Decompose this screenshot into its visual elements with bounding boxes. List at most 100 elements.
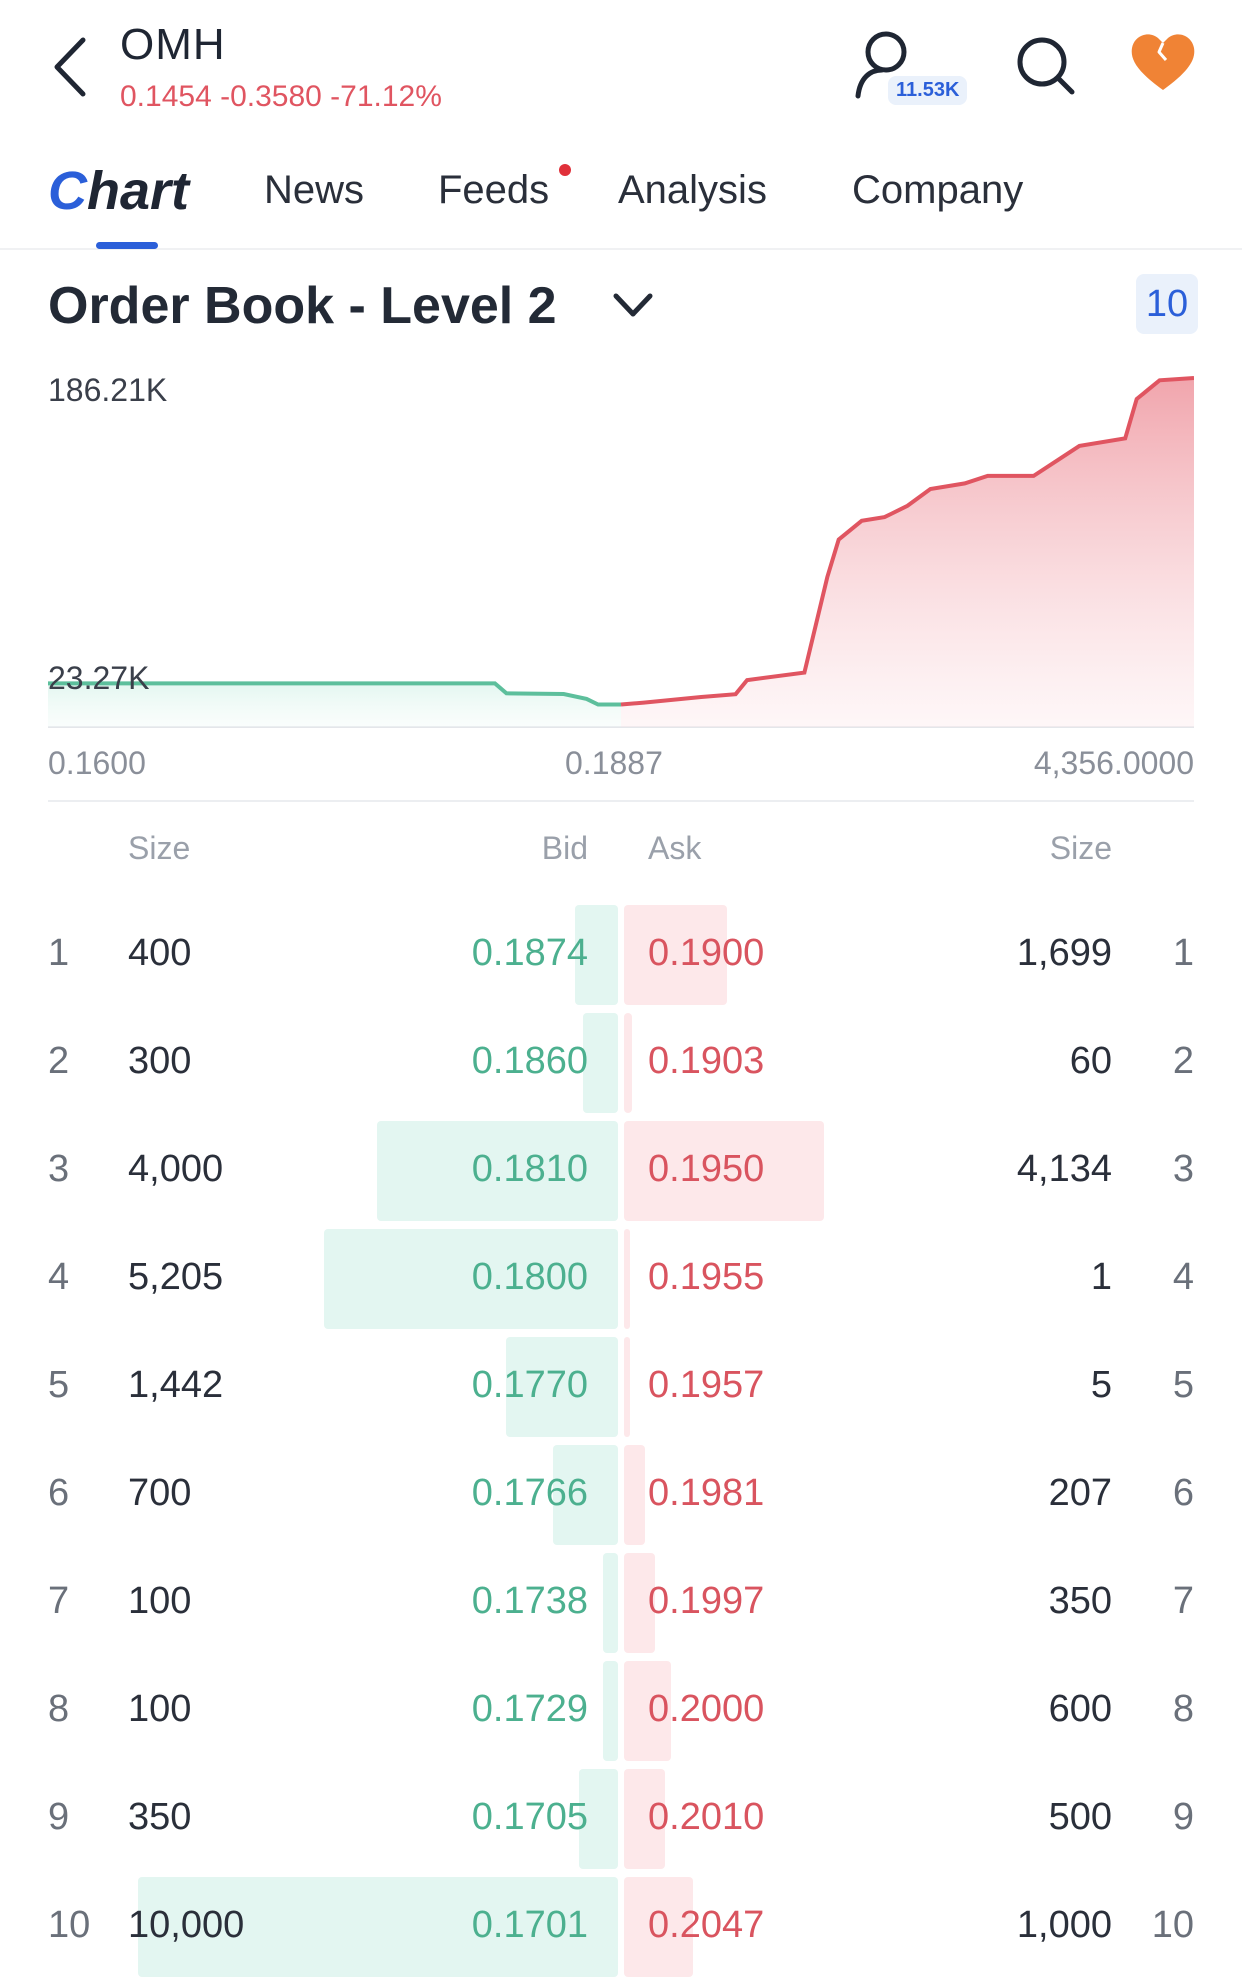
ask-size: 60 [1069, 1040, 1112, 1082]
bid-price[interactable]: 0.1800 [471, 1256, 588, 1298]
tab-chart[interactable]: Chart [48, 160, 189, 222]
ask-price[interactable]: 0.2000 [648, 1688, 765, 1730]
favorite-button[interactable] [1128, 30, 1204, 100]
tab-analysis[interactable]: Analysis [618, 168, 767, 212]
divider [48, 800, 1194, 802]
x-left-label: 0.1600 [48, 745, 146, 781]
notification-dot [559, 164, 571, 176]
table-row: 5 1,442 0.1770 0.1957 5 5 [0, 1332, 1242, 1440]
y-max-label: 186.21K [48, 372, 168, 408]
price-quote: 0.1454 -0.3580 -71.12% [120, 80, 442, 113]
ask-volume-bar [624, 1229, 630, 1329]
bid-price[interactable]: 0.1810 [471, 1148, 588, 1190]
bid-size: 300 [128, 1040, 192, 1082]
header-bid: Bid [541, 830, 588, 866]
ask-level: 4 [1172, 1256, 1194, 1298]
tab-feeds[interactable]: Feeds [438, 168, 550, 212]
bid-level: 4 [48, 1256, 70, 1298]
ask-price[interactable]: 0.1900 [648, 932, 765, 974]
bid-level: 3 [48, 1148, 70, 1190]
heart-icon [1131, 34, 1195, 90]
bid-volume-bar [553, 1445, 618, 1545]
chevron-left-icon [54, 37, 86, 97]
ask-line [620, 376, 1194, 707]
bid-volume-bar [603, 1553, 618, 1653]
bid-level: 6 [48, 1472, 70, 1514]
ask-size: 600 [1048, 1688, 1112, 1730]
bid-size: 1,442 [128, 1364, 224, 1406]
bid-price[interactable]: 0.1874 [471, 932, 588, 974]
bid-level: 1 [48, 932, 70, 974]
bid-price[interactable]: 0.1766 [471, 1472, 588, 1514]
order-book-title[interactable]: Order Book - Level 2 [48, 277, 557, 335]
ask-price[interactable]: 0.1955 [648, 1256, 765, 1298]
ask-level: 6 [1172, 1472, 1194, 1514]
bid-price[interactable]: 0.1729 [471, 1688, 588, 1730]
ask-size: 500 [1048, 1796, 1112, 1838]
bid-level: 8 [48, 1688, 70, 1730]
table-row: 4 5,205 0.1800 0.1955 1 4 [0, 1224, 1242, 1332]
bid-price[interactable]: 0.1701 [471, 1904, 588, 1946]
ask-price[interactable]: 0.1903 [648, 1040, 765, 1082]
ask-area [621, 378, 1194, 727]
bid-size: 100 [128, 1688, 192, 1730]
level-dropdown[interactable] [610, 286, 656, 326]
ask-volume-bar [624, 1553, 655, 1653]
ask-level: 8 [1172, 1688, 1194, 1730]
bid-volume-bar [506, 1337, 618, 1437]
ask-price[interactable]: 0.1981 [648, 1472, 765, 1514]
tab-news[interactable]: News [264, 168, 365, 212]
ask-volume-bar [624, 1877, 693, 1977]
bid-line [48, 681, 621, 707]
bid-level: 10 [48, 1904, 91, 1946]
ask-level: 1 [1172, 932, 1194, 974]
ask-price[interactable]: 0.1950 [648, 1148, 765, 1190]
ask-price[interactable]: 0.2010 [648, 1796, 765, 1838]
ask-level: 3 [1172, 1148, 1194, 1190]
table-row: 8 100 0.1729 0.2000 600 8 [0, 1656, 1242, 1764]
bid-level: 2 [48, 1040, 70, 1082]
ask-level: 7 [1172, 1580, 1194, 1622]
ask-volume-bar [624, 905, 727, 1005]
bid-price[interactable]: 0.1738 [471, 1580, 588, 1622]
ask-volume-bar [624, 1121, 824, 1221]
table-row: 1 400 0.1874 0.1900 1,699 1 [0, 900, 1242, 1008]
bid-volume-bar [579, 1769, 618, 1869]
table-row: 2 300 0.1860 0.1903 60 2 [0, 1008, 1242, 1116]
table-row: 7 100 0.1738 0.1997 350 7 [0, 1548, 1242, 1656]
bid-area [48, 683, 621, 727]
bid-level: 7 [48, 1580, 70, 1622]
ask-volume-bar [624, 1337, 630, 1437]
ask-size: 4,134 [1016, 1148, 1112, 1190]
depth-selector[interactable]: 10 [1136, 274, 1198, 334]
table-row: 3 4,000 0.1810 0.1950 4,134 3 [0, 1116, 1242, 1224]
y-min-label: 23.27K [48, 660, 150, 696]
header-ask-size: Size [1049, 830, 1112, 866]
ask-level: 10 [1151, 1904, 1194, 1946]
back-button[interactable] [44, 32, 94, 102]
tab-chart-label: Chart [48, 161, 190, 221]
ask-size: 1,699 [1016, 932, 1112, 974]
x-axis: 0.1600 0.1887 4,356.0000 [48, 745, 1194, 785]
ask-volume-bar [624, 1013, 632, 1113]
ask-size: 207 [1048, 1472, 1112, 1514]
ask-level: 9 [1172, 1796, 1194, 1838]
header-bid-size: Size [128, 830, 191, 866]
ask-volume-bar [624, 1445, 645, 1545]
table-row: 6 700 0.1766 0.1981 207 6 [0, 1440, 1242, 1548]
bid-price[interactable]: 0.1770 [471, 1364, 588, 1406]
ask-price[interactable]: 0.1957 [648, 1364, 765, 1406]
bid-volume-bar [575, 905, 618, 1005]
search-button[interactable] [1010, 30, 1080, 100]
table-row: 10 10,000 0.1701 0.2047 1,000 10 [0, 1872, 1242, 1980]
ask-price[interactable]: 0.2047 [648, 1904, 765, 1946]
order-book-header: Order Book - Level 2 10 [48, 272, 1198, 342]
ask-size: 1,000 [1016, 1904, 1112, 1946]
ask-price[interactable]: 0.1997 [648, 1580, 765, 1622]
bid-price[interactable]: 0.1860 [471, 1040, 588, 1082]
bid-volume-bar [583, 1013, 618, 1113]
bid-size: 350 [128, 1796, 192, 1838]
bid-price[interactable]: 0.1705 [471, 1796, 588, 1838]
tab-company[interactable]: Company [852, 168, 1024, 212]
followers-button[interactable]: 11.53K [852, 30, 972, 110]
